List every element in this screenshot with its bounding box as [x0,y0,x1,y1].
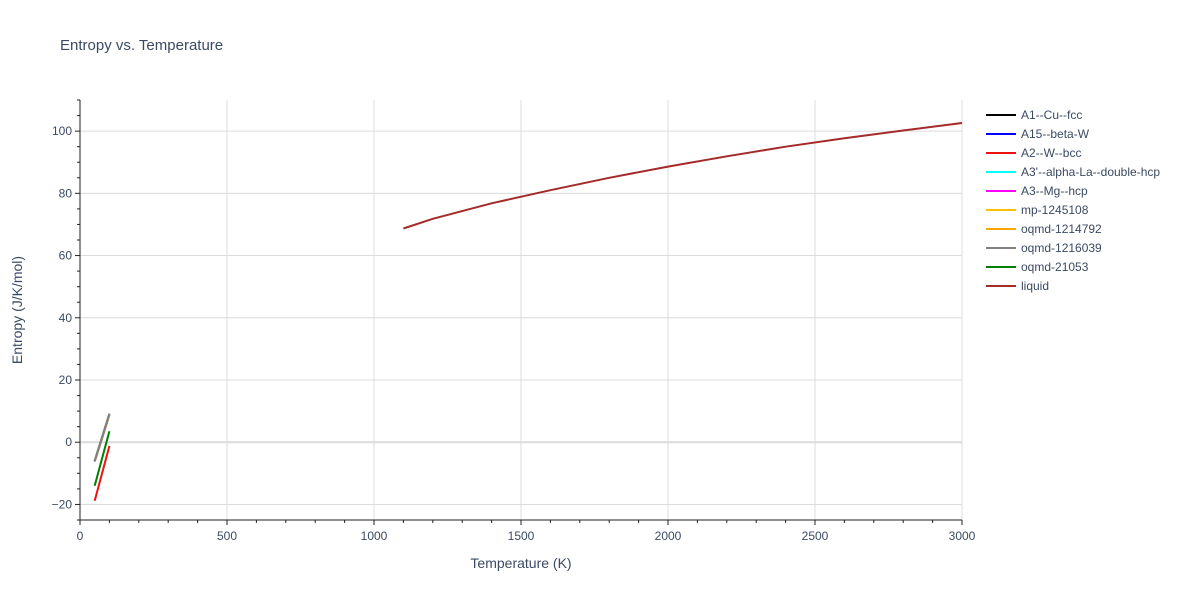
x-axis-title: Temperature (K) [470,555,571,571]
plot-area [93,122,963,501]
y-tick-label: 0 [65,435,72,449]
x-tick-label: 1000 [361,529,388,543]
y-tick-label: 60 [59,249,73,263]
x-tick-label: 500 [217,529,237,543]
y-tick-label: 100 [52,124,72,138]
x-tick-label: 1500 [508,529,535,543]
axes: 0 500 1000 1500 2000 2500 3000 −20 0 20 40 60 80 100 [52,99,976,543]
x-tick-label: 3000 [949,529,976,543]
grid [80,100,963,520]
y-axis-title: Entropy (J/K/mol) [9,256,25,364]
y-tick-label: 20 [59,373,73,387]
legend-item-label: A15--beta-W [1021,127,1090,141]
series-line-oqmd-21053 [93,431,111,487]
x-tick-label: 2000 [655,529,682,543]
x-tick-label: 2500 [802,529,829,543]
series-line-liquid [403,122,963,230]
legend-item-label: A1--Cu--fcc [1021,108,1082,122]
legend-item-label: mp-1245108 [1021,203,1089,217]
series-line-oqmd-1216039 [93,413,111,462]
legend-item-label: oqmd-1214792 [1021,222,1102,236]
legend-item-label: oqmd-21053 [1021,260,1089,274]
legend: A1--Cu--fcc A15--beta-W A2--W--bcc A3'--alp… [986,108,1160,293]
legend-item-label: oqmd-1216039 [1021,241,1102,255]
legend-item-label: A3'--alpha-La--double-hcp [1021,165,1160,179]
legend-item-label: liquid [1021,279,1049,293]
y-tick-label: 80 [59,186,73,200]
legend-item-label: A2--W--bcc [1021,146,1081,160]
legend-item-label: A3--Mg--hcp [1021,184,1088,198]
x-tick-label: 0 [77,529,84,543]
y-tick-label: −20 [52,497,73,511]
chart-title: Entropy vs. Temperature [60,37,223,54]
y-tick-label: 40 [59,311,73,325]
series-line-a2-w-bcc [93,445,111,501]
